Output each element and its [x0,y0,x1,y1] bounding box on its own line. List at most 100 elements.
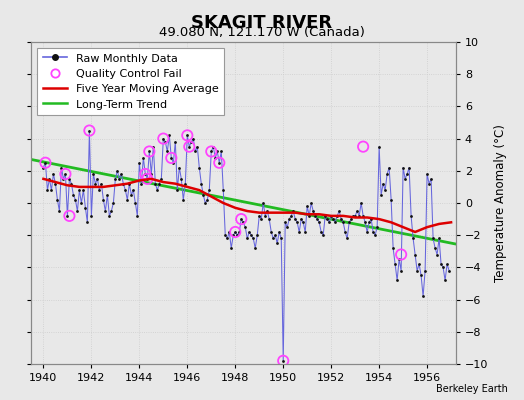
Point [173,187,181,193]
Point [263,208,271,214]
Point [49,171,58,177]
Legend: Raw Monthly Data, Quality Control Fail, Five Year Moving Average, Long-Term Tren: Raw Monthly Data, Quality Control Fail, … [37,48,224,115]
Point [39,164,48,171]
Point [151,180,159,187]
Point [177,176,185,182]
Point [195,164,203,171]
Point [129,187,137,193]
Point [187,139,195,145]
Point [67,180,75,187]
Point [299,219,308,226]
Point [85,127,94,134]
Point [127,192,136,198]
Point [291,216,299,222]
Point [373,224,381,230]
Point [215,160,223,166]
Point [227,245,235,251]
Point [161,139,169,145]
Point [89,171,97,177]
Point [153,187,161,193]
Point [343,235,352,242]
Point [419,293,427,300]
Y-axis label: Temperature Anomaly (°C): Temperature Anomaly (°C) [494,124,507,282]
Point [91,180,100,187]
Point [165,132,173,138]
Point [371,232,379,238]
Point [135,160,144,166]
Point [213,148,222,155]
Point [233,232,242,238]
Point [367,216,375,222]
Point [231,229,239,235]
Point [69,192,78,198]
Point [317,229,325,235]
Point [147,171,156,177]
Point [423,171,431,177]
Point [185,144,193,150]
Point [277,235,286,242]
Point [409,235,417,242]
Point [339,219,347,226]
Point [383,171,391,177]
Point [167,155,176,161]
Point [279,358,288,364]
Point [71,196,80,203]
Point [167,155,176,161]
Point [85,127,94,134]
Point [77,200,85,206]
Point [73,208,82,214]
Point [413,268,421,274]
Point [369,229,377,235]
Point [113,168,122,174]
Point [45,176,53,182]
Point [379,180,387,187]
Point [57,164,66,171]
Point [95,187,104,193]
Point [163,148,171,155]
Point [303,203,311,210]
Point [301,229,309,235]
Point [267,229,276,235]
Point [425,180,433,187]
Point [237,216,245,222]
Point [185,144,193,150]
Point [295,229,303,235]
Point [415,261,423,267]
Point [429,235,438,242]
Point [385,164,394,171]
Point [87,213,95,219]
Point [203,196,212,203]
Point [381,187,389,193]
Point [193,144,202,150]
Point [119,180,127,187]
Point [347,216,355,222]
Point [251,245,259,251]
Point [143,176,151,182]
Point [387,196,395,203]
Point [229,232,237,238]
Point [63,213,72,219]
Point [239,219,247,226]
Point [443,261,451,267]
Point [405,164,413,171]
Point [305,213,313,219]
Point [111,176,119,182]
Point [133,213,141,219]
Point [139,155,148,161]
Point [307,200,315,206]
Point [43,187,52,193]
Point [141,171,149,177]
Point [145,148,154,155]
Point [109,200,117,206]
Point [441,277,449,284]
Point [351,213,359,219]
Point [323,216,331,222]
Point [209,144,217,150]
Point [115,176,124,182]
Point [313,216,321,222]
Point [117,171,126,177]
Point [191,148,200,155]
Point [375,144,384,150]
Point [205,187,213,193]
Point [421,268,429,274]
